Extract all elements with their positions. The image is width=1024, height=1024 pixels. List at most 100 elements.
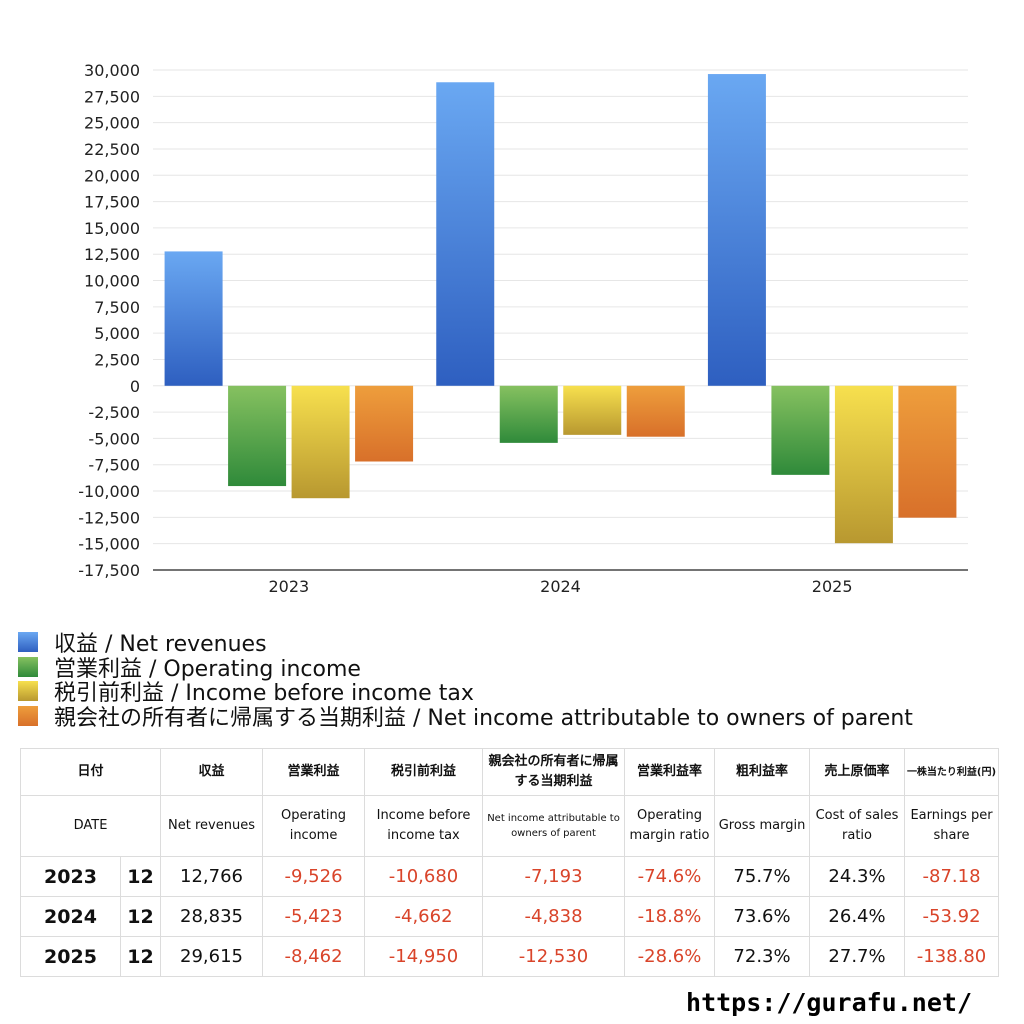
financial-table: 日付 収益 営業利益 税引前利益 親会社の所有者に帰属する当期利益 営業利益率 … [19, 748, 1000, 977]
cell-pretax: -10,680 [364, 856, 484, 897]
y-tick-label: -10,000 [78, 482, 140, 501]
x-axis-ticks: 2023 2024 2025 [268, 577, 852, 596]
header-date-jp: 日付 [19, 748, 162, 796]
cell-net: -12,530 [482, 936, 626, 977]
cell-year: 2023 [20, 856, 121, 897]
header-op-margin-jp: 営業利益率 [624, 748, 716, 796]
cell-net: -7,193 [482, 856, 626, 897]
y-axis-ticks: 30,000 27,500 25,000 22,500 20,000 17,500 15,0… [78, 61, 140, 580]
cell-op-margin: -18.8% [624, 896, 716, 937]
header-pretax-jp: 税引前利益 [364, 748, 484, 796]
y-tick-label: -12,500 [78, 508, 140, 527]
header-row-en: DATE Net revenues Operating income Incom… [19, 795, 1000, 857]
y-tick-label: 25,000 [84, 114, 140, 133]
legend-item-net-income: 親会社の所有者に帰属する当期利益 / Net income attributab… [18, 704, 913, 731]
legend-label: 税引前利益 / Income before income tax [54, 681, 474, 707]
cell-month: 12 [119, 856, 162, 897]
y-tick-label: -17,500 [78, 561, 140, 580]
header-row-jp: 日付 収益 営業利益 税引前利益 親会社の所有者に帰属する当期利益 営業利益率 … [19, 748, 1000, 796]
bar-2024-s3 [626, 385, 685, 437]
bar-2025-s3 [898, 385, 957, 518]
cell-op-margin: -74.6% [624, 856, 716, 897]
bars [164, 74, 957, 544]
bar-2023-s2 [291, 385, 350, 499]
y-tick-label: -15,000 [78, 535, 140, 554]
y-tick-label: 2,500 [94, 350, 140, 369]
bar-2023-s1 [228, 385, 287, 487]
y-tick-label: -7,500 [88, 456, 140, 475]
y-tick-label: 10,000 [84, 272, 140, 291]
cell-eps: -138.80 [904, 936, 1000, 977]
y-tick-label: 7,500 [94, 298, 140, 317]
cell-operating: -9,526 [262, 856, 366, 897]
bar-2025-s1 [771, 385, 830, 475]
header-operating-en: Operating income [262, 795, 366, 857]
cell-net: -4,838 [482, 896, 626, 937]
cell-eps: -53.92 [904, 896, 1000, 937]
cell-eps: -87.18 [904, 856, 1000, 897]
cell-month: 12 [119, 936, 162, 977]
x-tick-label: 2025 [812, 577, 853, 596]
cell-cost: 24.3% [809, 856, 906, 897]
cell-year: 2025 [20, 936, 121, 977]
cell-cost: 27.7% [809, 936, 906, 977]
y-tick-label: 20,000 [84, 166, 140, 185]
bar-chart: 30,000 27,500 25,000 22,500 20,000 17,500 15,0… [78, 61, 968, 596]
legend-item-operating-income: 営業利益 / Operating income [18, 655, 913, 682]
cell-pretax: -4,662 [364, 896, 484, 937]
bar-2024-s1 [499, 385, 558, 443]
legend-swatch-blue [18, 632, 38, 653]
legend-item-net-revenues: 収益 / Net revenues [18, 630, 913, 657]
bar-2024-s2 [563, 385, 622, 435]
cell-revenues: 28,835 [160, 896, 264, 937]
legend-label: 親会社の所有者に帰属する当期利益 / Net income attributab… [54, 705, 913, 731]
site-url[interactable]: https://gurafu.net/ [686, 988, 972, 1017]
cell-gross: 72.3% [714, 936, 811, 977]
legend-swatch-orange [18, 705, 38, 726]
cell-revenues: 29,615 [160, 936, 264, 977]
y-tick-label: -5,000 [88, 429, 140, 448]
bar-2023-s0 [164, 251, 223, 386]
y-tick-label: 5,000 [94, 324, 140, 343]
bar-2025-s2 [834, 385, 893, 544]
grid-lines [153, 69, 968, 571]
cell-cost: 26.4% [809, 896, 906, 937]
y-tick-label: 15,000 [84, 219, 140, 238]
header-net-en: Net income attributable to owners of par… [482, 795, 626, 857]
y-tick-label: 12,500 [84, 245, 140, 264]
cell-op-margin: -28.6% [624, 936, 716, 977]
cell-gross: 73.6% [714, 896, 811, 937]
legend-swatch-yellow [18, 681, 38, 702]
cell-operating: -8,462 [262, 936, 366, 977]
y-tick-label: 0 [130, 377, 140, 396]
header-eps-jp: 一株当たり利益(円) [904, 748, 1000, 796]
x-tick-label: 2024 [540, 577, 581, 596]
header-revenues-en: Net revenues [160, 795, 264, 857]
header-pretax-en: Income before income tax [364, 795, 484, 857]
y-tick-label: 30,000 [84, 61, 140, 80]
cell-year: 2024 [20, 896, 121, 937]
legend-label: 収益 / Net revenues [54, 632, 267, 658]
cell-operating: -5,423 [262, 896, 366, 937]
y-tick-label: 17,500 [84, 193, 140, 212]
table-row: 2023 12 12,766 -9,526 -10,680 -7,193 -74… [20, 856, 1000, 897]
cell-month: 12 [119, 896, 162, 937]
table-row: 2024 12 28,835 -5,423 -4,662 -4,838 -18.… [20, 896, 1000, 937]
header-cost-jp: 売上原価率 [809, 748, 906, 796]
bar-2023-s3 [355, 385, 414, 462]
y-tick-label: 27,500 [84, 87, 140, 106]
cell-revenues: 12,766 [160, 856, 264, 897]
legend: 収益 / Net revenues 営業利益 / Operating incom… [18, 630, 913, 731]
x-tick-label: 2023 [268, 577, 309, 596]
header-gross-en: Gross margin [714, 795, 811, 857]
header-op-margin-en: Operating margin ratio [624, 795, 716, 857]
header-date-en: DATE [19, 795, 162, 857]
header-gross-jp: 粗利益率 [714, 748, 811, 796]
y-tick-label: 22,500 [84, 140, 140, 159]
legend-item-income-before-tax: 税引前利益 / Income before income tax [18, 679, 913, 706]
table-row: 2025 12 29,615 -8,462 -14,950 -12,530 -2… [20, 936, 1000, 977]
bar-2024-s0 [436, 82, 495, 386]
header-cost-en: Cost of sales ratio [809, 795, 906, 857]
header-net-jp: 親会社の所有者に帰属する当期利益 [482, 748, 626, 796]
legend-swatch-green [18, 656, 38, 677]
